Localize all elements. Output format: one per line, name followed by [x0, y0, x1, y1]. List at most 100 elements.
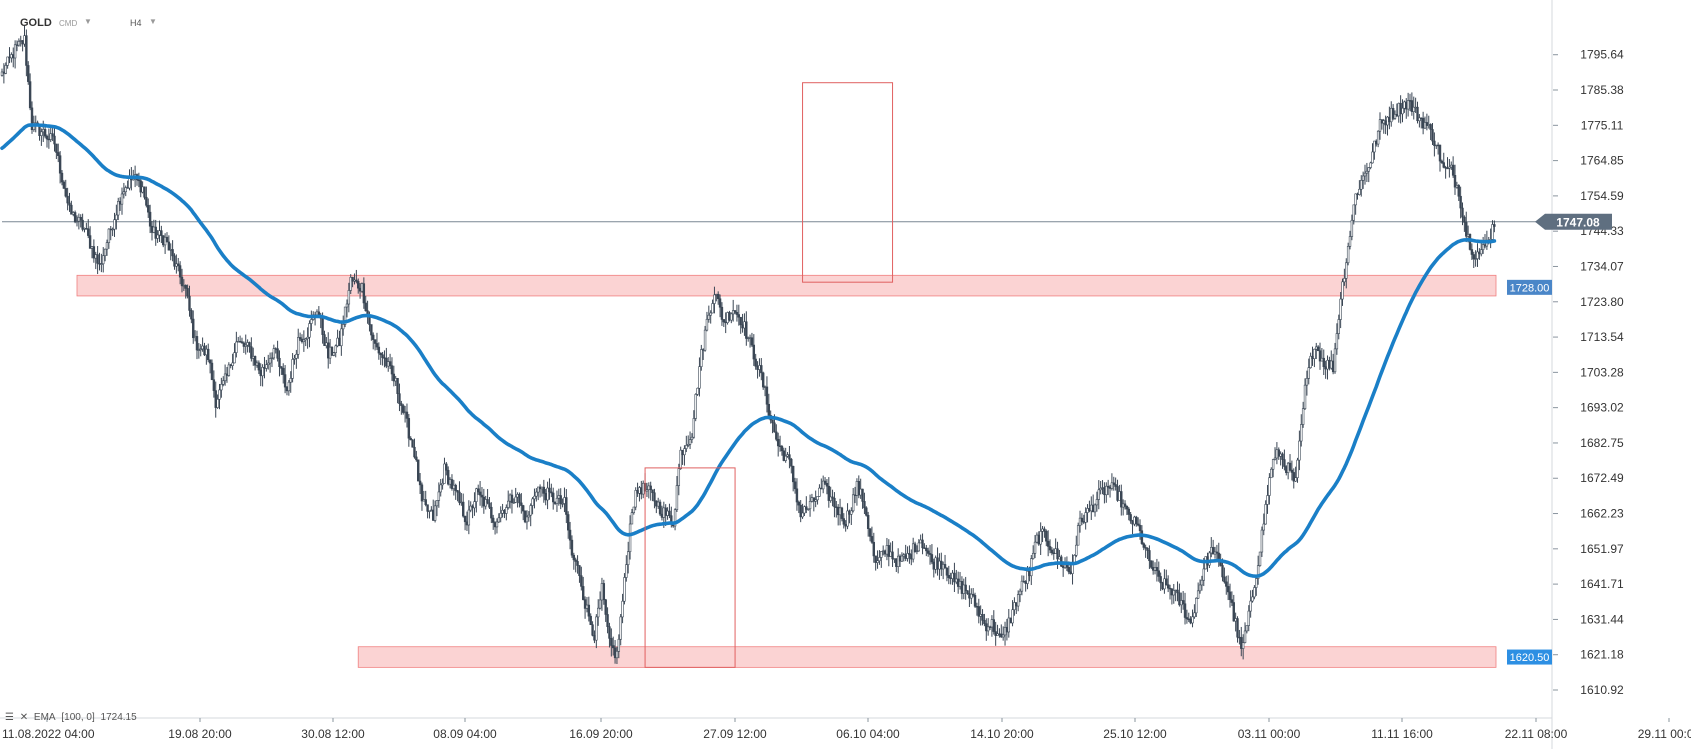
candle-body — [878, 557, 881, 562]
y-tick-label: 1795.64 — [1580, 48, 1624, 62]
level-tag — [1507, 279, 1552, 295]
candle-body — [851, 494, 855, 512]
candle-body — [754, 358, 757, 367]
candle-body — [677, 468, 681, 486]
candle-body — [1105, 485, 1108, 496]
candle-body — [1380, 119, 1384, 124]
candle-body — [765, 386, 769, 405]
candle-body — [1022, 580, 1025, 583]
candle-body — [300, 338, 304, 343]
candle-body — [1354, 193, 1357, 206]
candle-body — [825, 483, 829, 487]
candle-body — [812, 497, 816, 502]
candle-body — [1031, 553, 1035, 559]
candle-body — [1386, 116, 1389, 126]
candle-body — [439, 484, 442, 493]
candle-body — [576, 561, 579, 566]
candle-body — [418, 480, 422, 486]
candle-body — [529, 505, 532, 516]
candle-body — [865, 507, 868, 516]
candle-body — [1324, 366, 1327, 370]
candle-body — [398, 393, 401, 404]
candle-body — [970, 593, 973, 599]
candle-body — [928, 553, 932, 555]
candle-body — [707, 314, 711, 320]
candle-body — [1039, 531, 1042, 545]
candle-body — [1015, 602, 1018, 607]
candle-body — [1086, 508, 1089, 513]
candle-body — [1120, 491, 1123, 508]
candle-body — [876, 560, 879, 563]
candle-body — [1005, 626, 1009, 633]
candle-body — [357, 281, 360, 289]
candle-body — [1461, 207, 1464, 218]
candle-body — [593, 635, 596, 641]
candle-body — [1264, 504, 1267, 525]
candle-body — [426, 504, 429, 512]
x-tick-label: 11.11 16:00 — [1371, 727, 1433, 741]
candle-body — [60, 172, 64, 183]
candle-body — [1165, 578, 1168, 585]
timeframe-label[interactable]: H4 — [130, 18, 142, 28]
candle-body — [1339, 298, 1342, 320]
chevron-down-icon[interactable]: ▼ — [84, 17, 92, 26]
candle-body — [981, 614, 984, 621]
candle-body — [1013, 602, 1016, 611]
candle-body — [12, 54, 15, 59]
candle-body — [941, 564, 945, 570]
candle-body — [746, 337, 750, 340]
candle-body — [379, 352, 382, 356]
close-icon[interactable]: ✕ — [19, 712, 29, 723]
candle-body — [718, 298, 722, 308]
candle-body — [120, 193, 124, 205]
candle-body — [1346, 246, 1350, 264]
candle-body — [197, 349, 201, 351]
candle-body — [27, 65, 30, 82]
candle-body — [471, 505, 474, 509]
candle-body — [527, 514, 531, 518]
candle-body — [463, 515, 467, 523]
candle-body — [460, 501, 463, 504]
candle-body — [201, 345, 204, 350]
candle-body — [1063, 564, 1067, 568]
candle-body — [98, 263, 101, 265]
candle-body — [233, 352, 236, 364]
candle-body — [1011, 609, 1014, 624]
candle-body — [880, 551, 883, 558]
candle-body — [1438, 144, 1442, 162]
candle-body — [728, 312, 731, 321]
candle-body — [177, 263, 180, 266]
indicator-name: EMA — [33, 712, 56, 723]
candle-body — [475, 488, 478, 502]
candle-body — [203, 345, 206, 356]
candle-body — [396, 378, 399, 394]
symbol-label[interactable]: GOLD — [20, 17, 52, 29]
candle-body — [553, 501, 557, 504]
candle-body — [778, 445, 782, 448]
candle-body — [713, 294, 716, 304]
candle-body — [703, 329, 707, 351]
candle-body — [1249, 600, 1252, 612]
candle-body — [70, 204, 73, 215]
candle-body — [619, 616, 622, 640]
candle-body — [1260, 529, 1264, 553]
candle-body — [216, 398, 219, 408]
candle-body — [512, 501, 516, 504]
x-tick-label: 03.11 00:00 — [1238, 727, 1301, 741]
candle-body — [1215, 551, 1219, 554]
candle-body — [1331, 360, 1335, 373]
candle-body — [1052, 552, 1055, 554]
candle-body — [508, 494, 512, 502]
candle-body — [1333, 348, 1337, 373]
candle-body — [25, 35, 28, 66]
candle-body — [347, 290, 351, 305]
candle-body — [1078, 517, 1082, 526]
candle-body — [1326, 359, 1329, 370]
chevron-down-icon[interactable]: ▼ — [149, 17, 157, 26]
y-tick-label: 1651.97 — [1580, 542, 1624, 556]
candle-body — [1232, 602, 1235, 622]
candle-body — [771, 419, 774, 424]
list-icon[interactable]: ☰ — [5, 712, 14, 723]
candle-body — [443, 463, 446, 484]
